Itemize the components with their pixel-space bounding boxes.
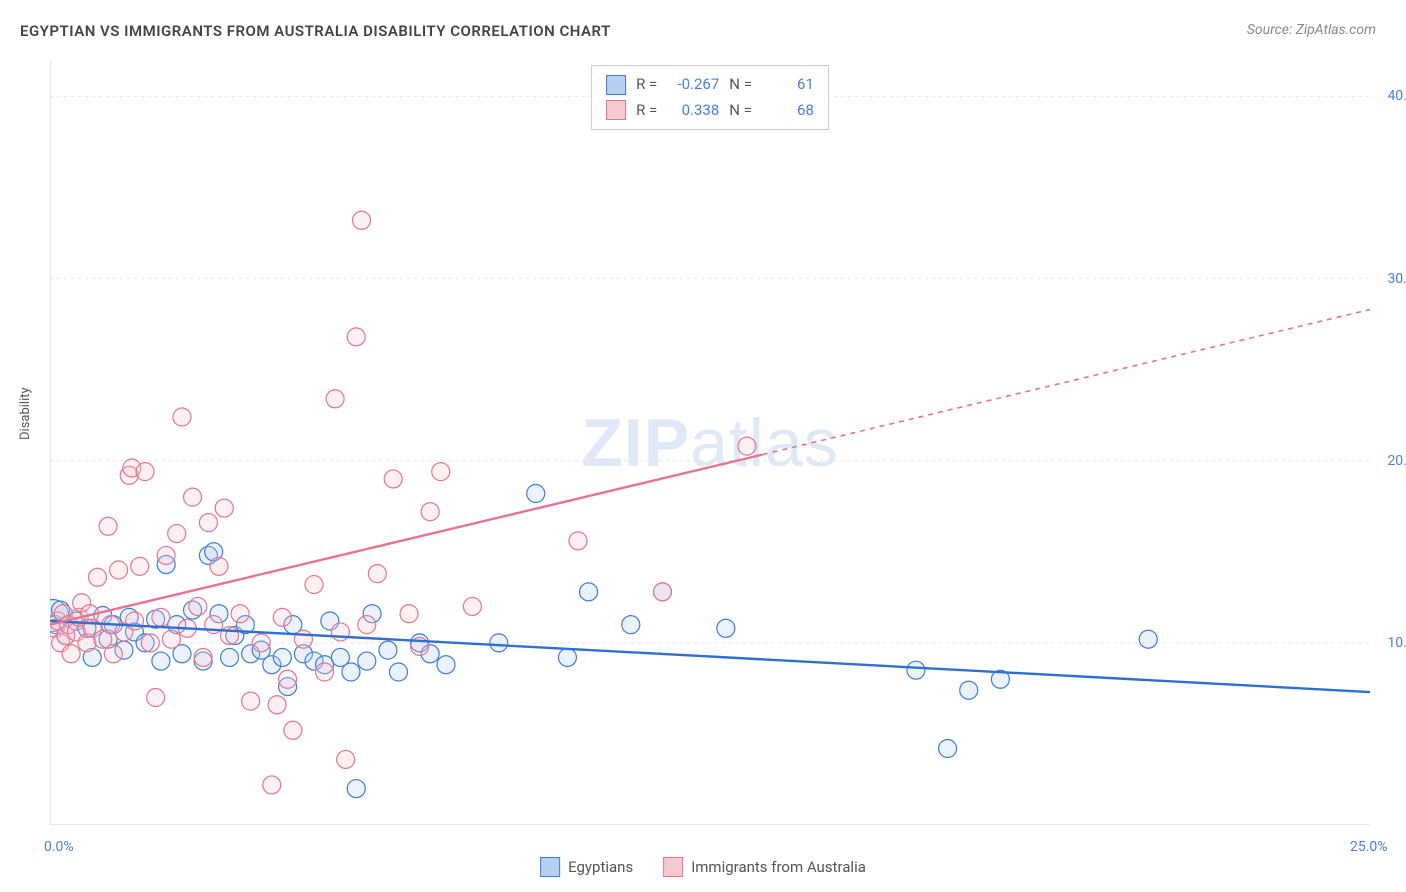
scatter-plot-svg [50,60,1370,825]
y-tick-label: 30.0% [1387,271,1406,287]
legend-item: Immigrants from Australia [663,857,866,877]
y-axis-label: Disability [18,387,33,440]
stat-r-value: -0.267 [667,72,719,98]
stat-r-label: R = [636,98,657,124]
x-tick-label: 25.0% [1350,839,1388,855]
chart-area: ZIPatlas R = -0.267 N = 61 R = 0.338 N =… [50,60,1370,825]
bottom-legend: Egyptians Immigrants from Australia [540,857,866,877]
stat-r-label: R = [636,72,657,98]
stat-row: R = 0.338 N = 68 [606,98,814,124]
stat-n-label: N = [729,72,752,98]
stat-n-value: 68 [762,98,814,124]
legend-label: Egyptians [568,858,633,876]
y-tick-label: 10.0% [1387,635,1406,651]
y-tick-label: 20.0% [1387,453,1406,469]
swatch [606,75,626,95]
legend-item: Egyptians [540,857,633,877]
y-tick-label: 40.0% [1387,88,1406,104]
statistics-legend: R = -0.267 N = 61 R = 0.338 N = 68 [591,65,829,130]
chart-title: EGYPTIAN VS IMMIGRANTS FROM AUSTRALIA DI… [20,22,611,40]
stat-r-value: 0.338 [667,98,719,124]
x-tick-label: 0.0% [44,839,74,855]
stat-n-value: 61 [762,72,814,98]
stat-row: R = -0.267 N = 61 [606,72,814,98]
legend-label: Immigrants from Australia [691,858,866,876]
swatch [540,857,560,877]
stat-n-label: N = [729,98,752,124]
swatch [663,857,683,877]
source-attribution: Source: ZipAtlas.com [1247,22,1376,38]
swatch [606,100,626,120]
